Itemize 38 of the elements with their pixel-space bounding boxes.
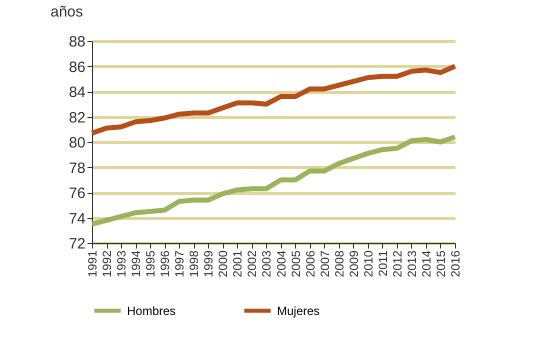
x-tick-label: 2003 xyxy=(260,250,274,278)
y-tick-label: 78 xyxy=(68,160,86,177)
x-tick-label: 2008 xyxy=(332,250,346,278)
x-tick-label: 2014 xyxy=(419,250,434,278)
x-tick-label: 2010 xyxy=(361,250,376,278)
x-tick-label: 1998 xyxy=(187,250,202,278)
x-tick-label: 1994 xyxy=(129,250,144,278)
x-tick-label: 2012 xyxy=(390,250,404,278)
y-axis-title: años xyxy=(50,4,84,20)
legend-label: Hombres xyxy=(127,304,176,318)
x-tick-label: 1999 xyxy=(202,250,216,278)
x-tick-label: 2013 xyxy=(404,250,419,278)
x-tick-label: 2015 xyxy=(434,250,448,278)
y-tick-label: 88 xyxy=(68,34,86,50)
x-tick-label: 1995 xyxy=(144,250,158,278)
x-tick-label: 2009 xyxy=(346,250,361,278)
legend-label: Mujeres xyxy=(277,304,320,318)
x-tick-label: 1997 xyxy=(172,250,187,278)
y-tick-label: 80 xyxy=(68,134,86,152)
x-tick-label: 2004 xyxy=(274,250,288,278)
x-tick-label: 1993 xyxy=(114,250,129,278)
x-tick-label: 1992 xyxy=(100,250,114,278)
y-tick-label: 76 xyxy=(68,185,86,202)
x-tick-label: 2005 xyxy=(288,250,303,278)
x-tick-label: 2011 xyxy=(376,250,390,276)
y-tick-label: 72 xyxy=(68,236,86,252)
x-tick-label: 2016 xyxy=(448,250,462,278)
x-tick-label: 1996 xyxy=(158,250,172,278)
y-tick-label: 74 xyxy=(68,210,86,228)
x-tick-label: 2006 xyxy=(303,250,318,278)
y-tick-label: 82 xyxy=(68,109,86,126)
y-tick-label: 84 xyxy=(68,84,86,101)
y-tick-label: 86 xyxy=(68,58,86,76)
x-tick-label: 2007 xyxy=(318,250,332,278)
x-tick-label: 2000 xyxy=(216,250,230,278)
x-tick-label: 2001 xyxy=(230,250,245,278)
x-tick-label: 2002 xyxy=(245,250,260,278)
x-tick-label: 1991 xyxy=(86,250,100,278)
